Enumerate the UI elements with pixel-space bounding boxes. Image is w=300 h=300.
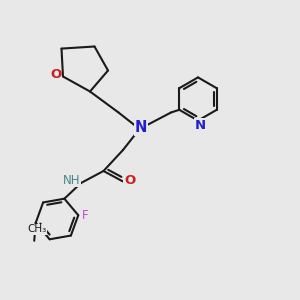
Text: F: F [82,209,88,222]
Text: NH: NH [63,173,81,187]
Text: O: O [124,174,135,187]
Text: O: O [51,68,62,82]
Text: N: N [135,120,147,135]
Text: N: N [195,118,206,132]
Text: CH₃: CH₃ [27,224,46,234]
